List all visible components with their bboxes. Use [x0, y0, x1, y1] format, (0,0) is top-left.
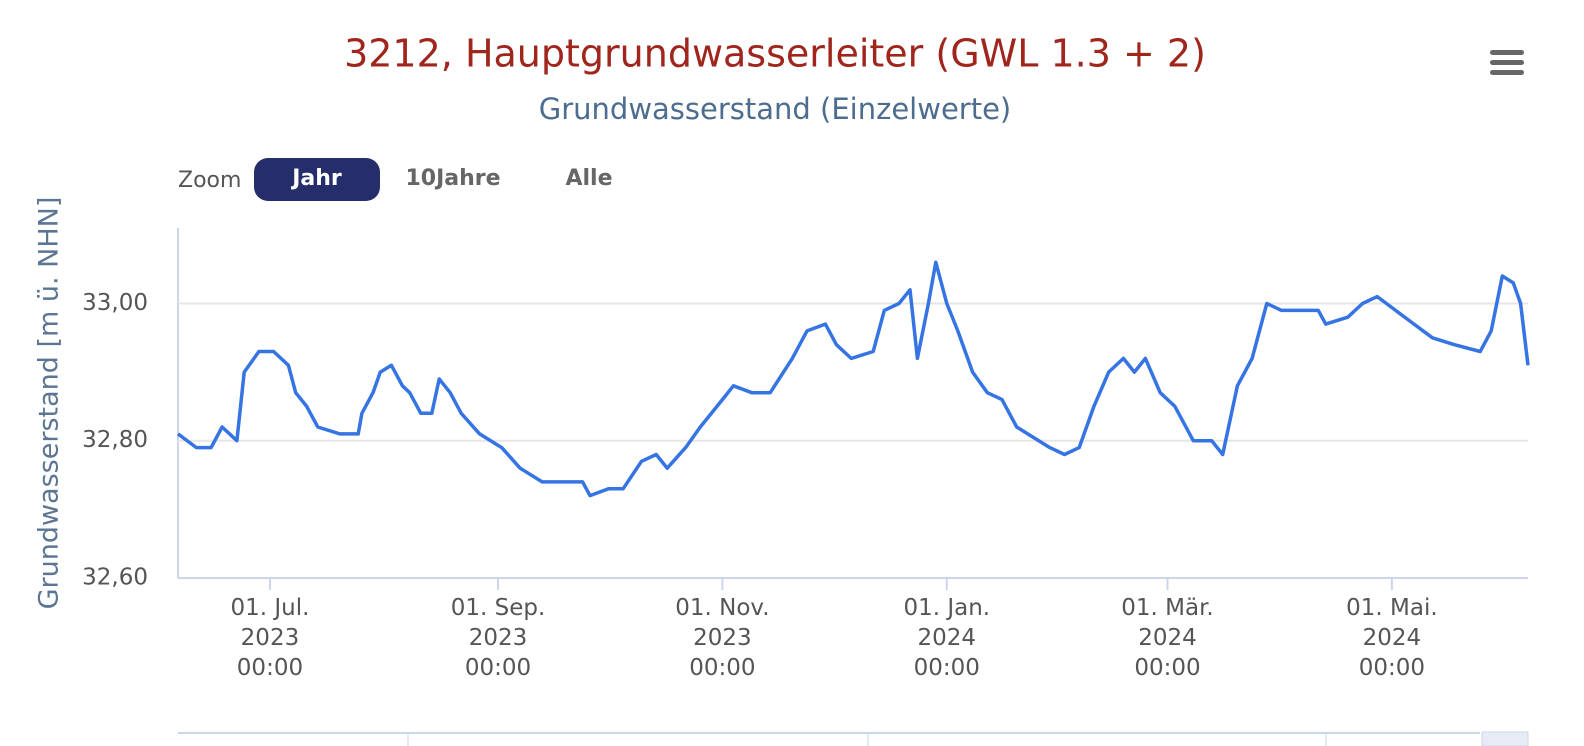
chart-subtitle: Grundwasserstand (Einzelwerte)	[539, 92, 1012, 126]
x-tick-label: 01. Mär. 2024 00:00	[1121, 595, 1214, 681]
chart-title: 3212, Hauptgrundwasserleiter (GWL 1.3 + …	[344, 32, 1206, 76]
y-tick-label: 32,80	[82, 427, 148, 453]
zoom-button[interactable]: Jahr	[254, 158, 380, 201]
x-tick-label: 01. Nov. 2023 00:00	[675, 595, 770, 681]
x-tick-label: 01. Mai. 2024 00:00	[1346, 595, 1438, 681]
x-tick-label: 01. Sep. 2023 00:00	[450, 595, 546, 681]
navigator	[178, 731, 1529, 746]
menu-bar	[1490, 70, 1524, 75]
x-tick-label: 01. Jan. 2024 00:00	[903, 595, 991, 681]
zoom-button-label: Alle	[565, 166, 612, 191]
y-tick-label: 32,60	[82, 565, 148, 591]
zoom-button[interactable]: Alle	[565, 166, 612, 191]
menu-bar	[1490, 50, 1524, 55]
y-tick-label: 33,00	[82, 290, 148, 316]
data-line	[176, 260, 1530, 498]
zoom-label: Zoom	[178, 168, 241, 193]
menu-button[interactable]	[1490, 50, 1524, 75]
x-tick-label: 01. Jul. 2023 00:00	[230, 595, 310, 681]
zoom-button-label: 10Jahre	[405, 166, 500, 191]
zoom-button[interactable]: 10Jahre	[405, 166, 500, 191]
menu-bar	[1490, 60, 1524, 65]
y-axis-title: Grundwasserstand [m ü. NHN]	[34, 197, 65, 610]
zoom-button-label: Jahr	[290, 166, 342, 191]
zoom-button-bg	[254, 158, 380, 201]
navigator-handle[interactable]	[1481, 731, 1529, 746]
